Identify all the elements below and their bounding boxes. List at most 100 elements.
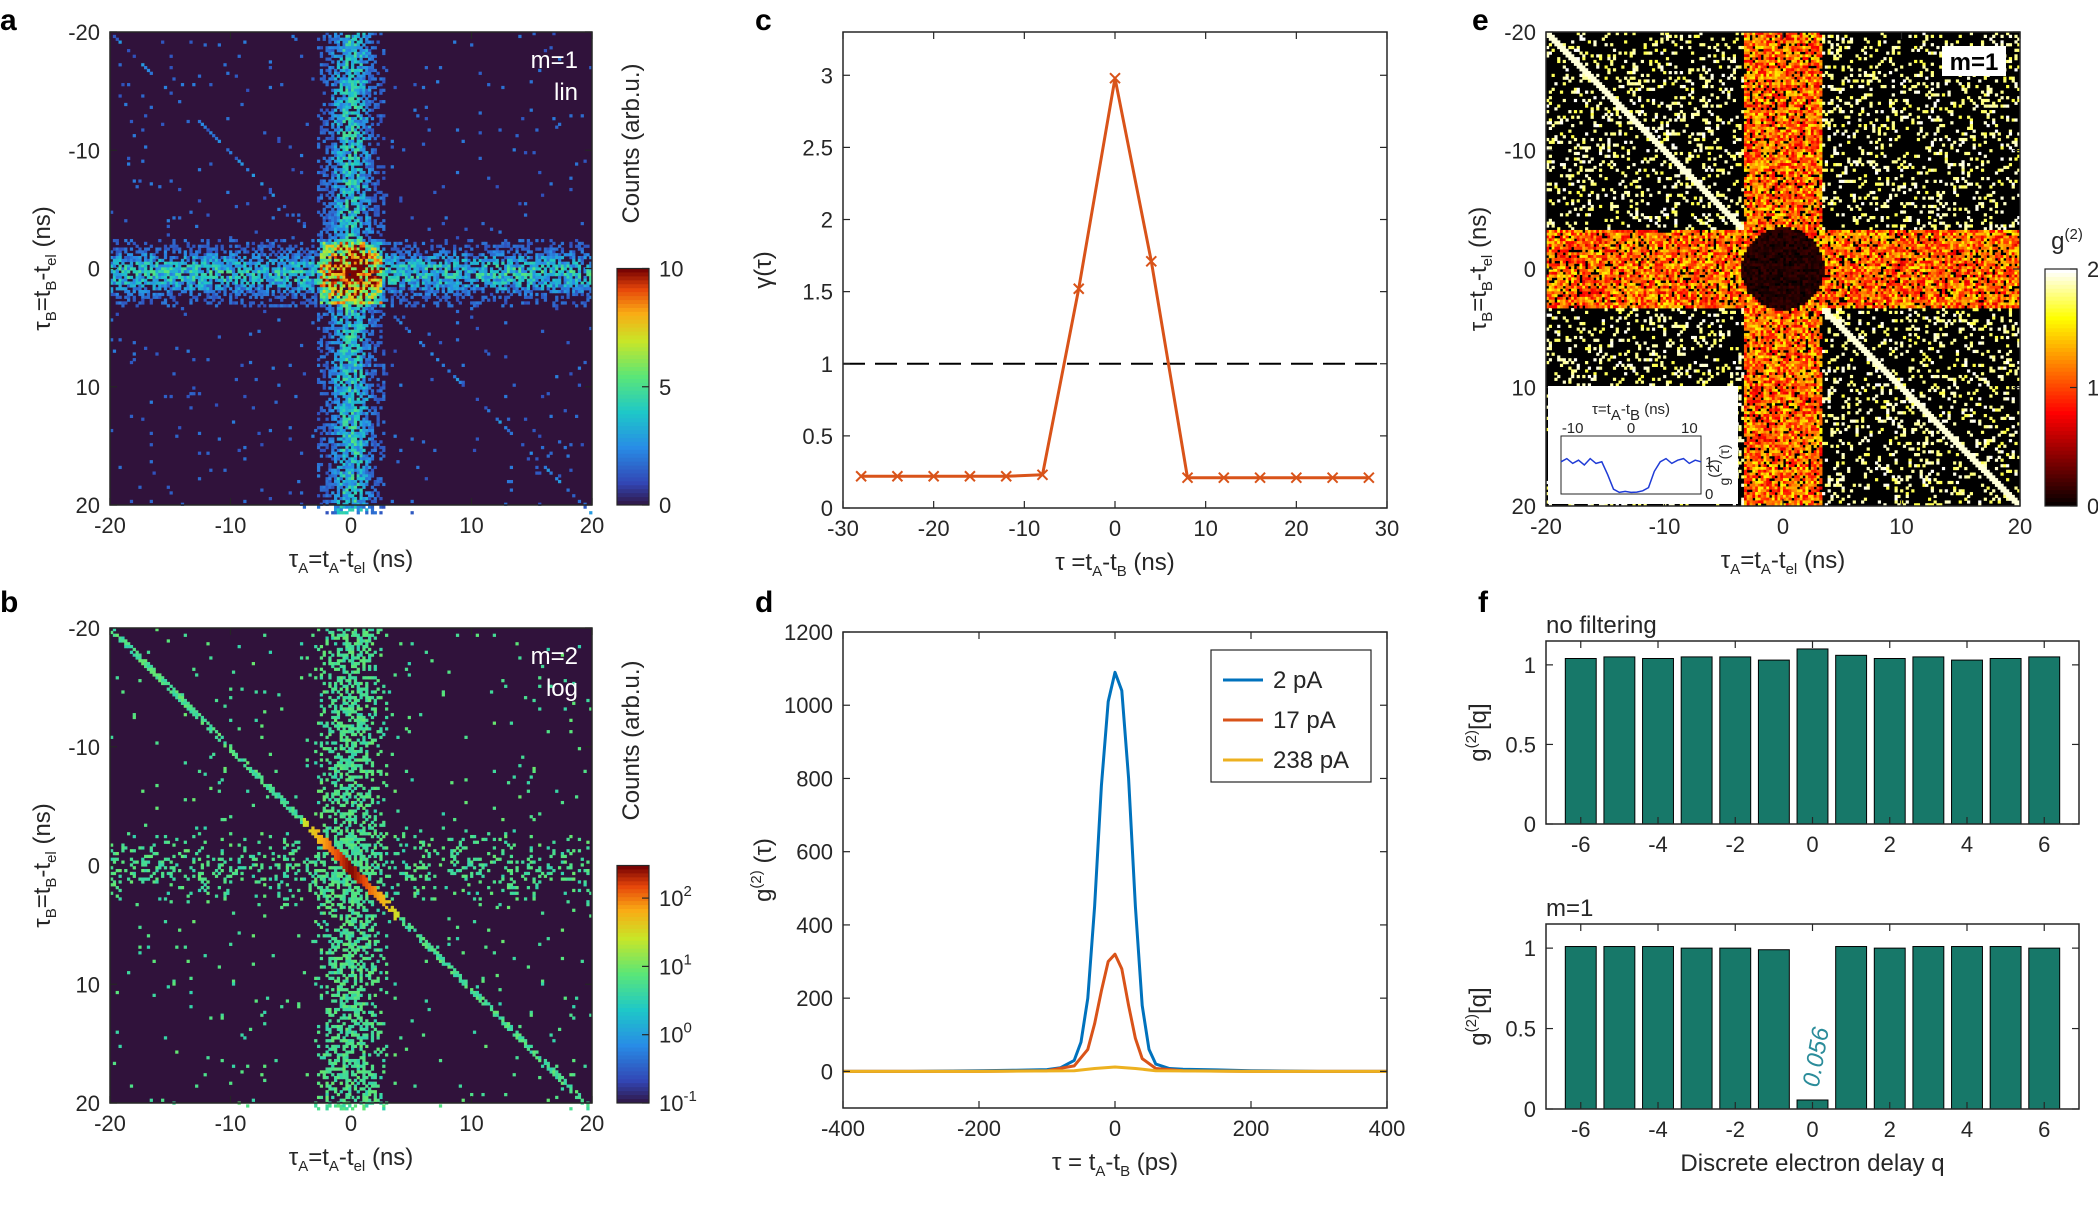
heatmap-cell [368,287,371,290]
heatmap-cell [362,426,365,429]
heatmap-cell [320,344,323,347]
heatmap-cell [365,66,368,69]
heatmap-cell [453,287,456,290]
heatmap-cell [189,282,192,285]
heatmap-cell [337,72,340,75]
heatmap-cell [388,242,391,245]
heatmap-cell [368,310,371,313]
heatmap-cell [340,199,343,202]
heatmap-cell [113,256,116,259]
heatmap-cell [368,364,371,367]
heatmap-cell [399,199,402,202]
heatmap-cell [399,293,402,296]
heatmap-cell [291,290,294,293]
heatmap-cell [345,364,348,367]
heatmap-cell [354,117,357,120]
heatmap-cell [274,259,277,262]
heatmap-cell [289,491,292,494]
heatmap-cell [342,77,345,80]
heatmap-cell [354,111,357,114]
heatmap-cell [325,123,328,126]
heatmap-cell [277,276,280,279]
heatmap-cell [283,264,286,267]
heatmap-cell [229,293,232,296]
heatmap-cell [362,100,365,103]
heatmap-cell [345,157,348,160]
heatmap-cell [501,259,504,262]
heatmap-cell [408,267,411,270]
heatmap-cell [269,242,272,245]
heatmap-cell [558,245,561,248]
heatmap-cell [257,279,260,282]
heatmap-cell [328,131,331,134]
heatmap-cell [348,409,351,412]
heatmap-cell [586,270,589,273]
heatmap-cell [260,290,263,293]
heatmap-cell [286,293,289,296]
heatmap-cell [445,267,448,270]
heatmap-cell [348,296,351,299]
heatmap-cell [153,264,156,267]
heatmap-cell [255,270,258,273]
heatmap-cell [425,299,428,302]
heatmap-cell [362,290,365,293]
heatmap-cell [170,279,173,282]
heatmap-cell [218,270,221,273]
heatmap-cell [445,293,448,296]
heatmap-cell [348,97,351,100]
heatmap-cell [362,352,365,355]
heatmap-cell [464,276,467,279]
heatmap-cell [374,350,377,353]
heatmap-cell [184,290,187,293]
heatmap-cell [351,310,354,313]
heatmap-cell [371,282,374,285]
heatmap-cell [453,284,456,287]
heatmap-cell [555,264,558,267]
heatmap-cell [425,273,428,276]
heatmap-cell [524,296,527,299]
heatmap-cell [204,279,207,282]
heatmap-cell [212,256,215,259]
heatmap-cell [243,264,246,267]
heatmap-cell [334,211,337,214]
heatmap-cell [300,247,303,250]
heatmap-cell [198,477,201,480]
colorbar-tick-label: 10 [659,257,683,282]
heatmap-cell [374,205,377,208]
heatmap-cell [232,301,235,304]
heatmap-cell [581,287,584,290]
heatmap-cell [377,389,380,392]
heatmap-cell [300,270,303,273]
panel-b-heatmap: -20 -10 0 10 20-20-1001020τA=tA-tel (ns)τB=t… [29,616,697,1175]
heatmap-cell [569,372,572,375]
heatmap-cell [345,182,348,185]
heatmap-cell [348,316,351,319]
heatmap-cell [348,128,351,131]
heatmap-cell [371,443,374,446]
heatmap-cell [331,242,334,245]
heatmap-cell [164,279,167,282]
heatmap-cell [331,225,334,228]
heatmap-cell [530,296,533,299]
heatmap-cell [362,355,365,358]
heatmap-cell [334,415,337,418]
heatmap-cell [133,55,136,58]
heatmap-cell [379,296,382,299]
heatmap-cell [223,264,226,267]
heatmap-cell [232,253,235,256]
heatmap-cell [416,264,419,267]
heatmap-cell [382,211,385,214]
heatmap-cell [360,500,363,503]
heatmap-cell [413,245,416,248]
heatmap-cell [209,290,212,293]
heatmap-cell [371,66,374,69]
heatmap-cell [337,63,340,66]
heatmap-cell [161,293,164,296]
heatmap-cell [357,205,360,208]
heatmap-cell [286,247,289,250]
heatmap-cell [342,454,345,457]
heatmap-cell [334,395,337,398]
heatmap-cell [351,103,354,106]
heatmap-cell [419,287,422,290]
heatmap-cell [351,259,354,262]
